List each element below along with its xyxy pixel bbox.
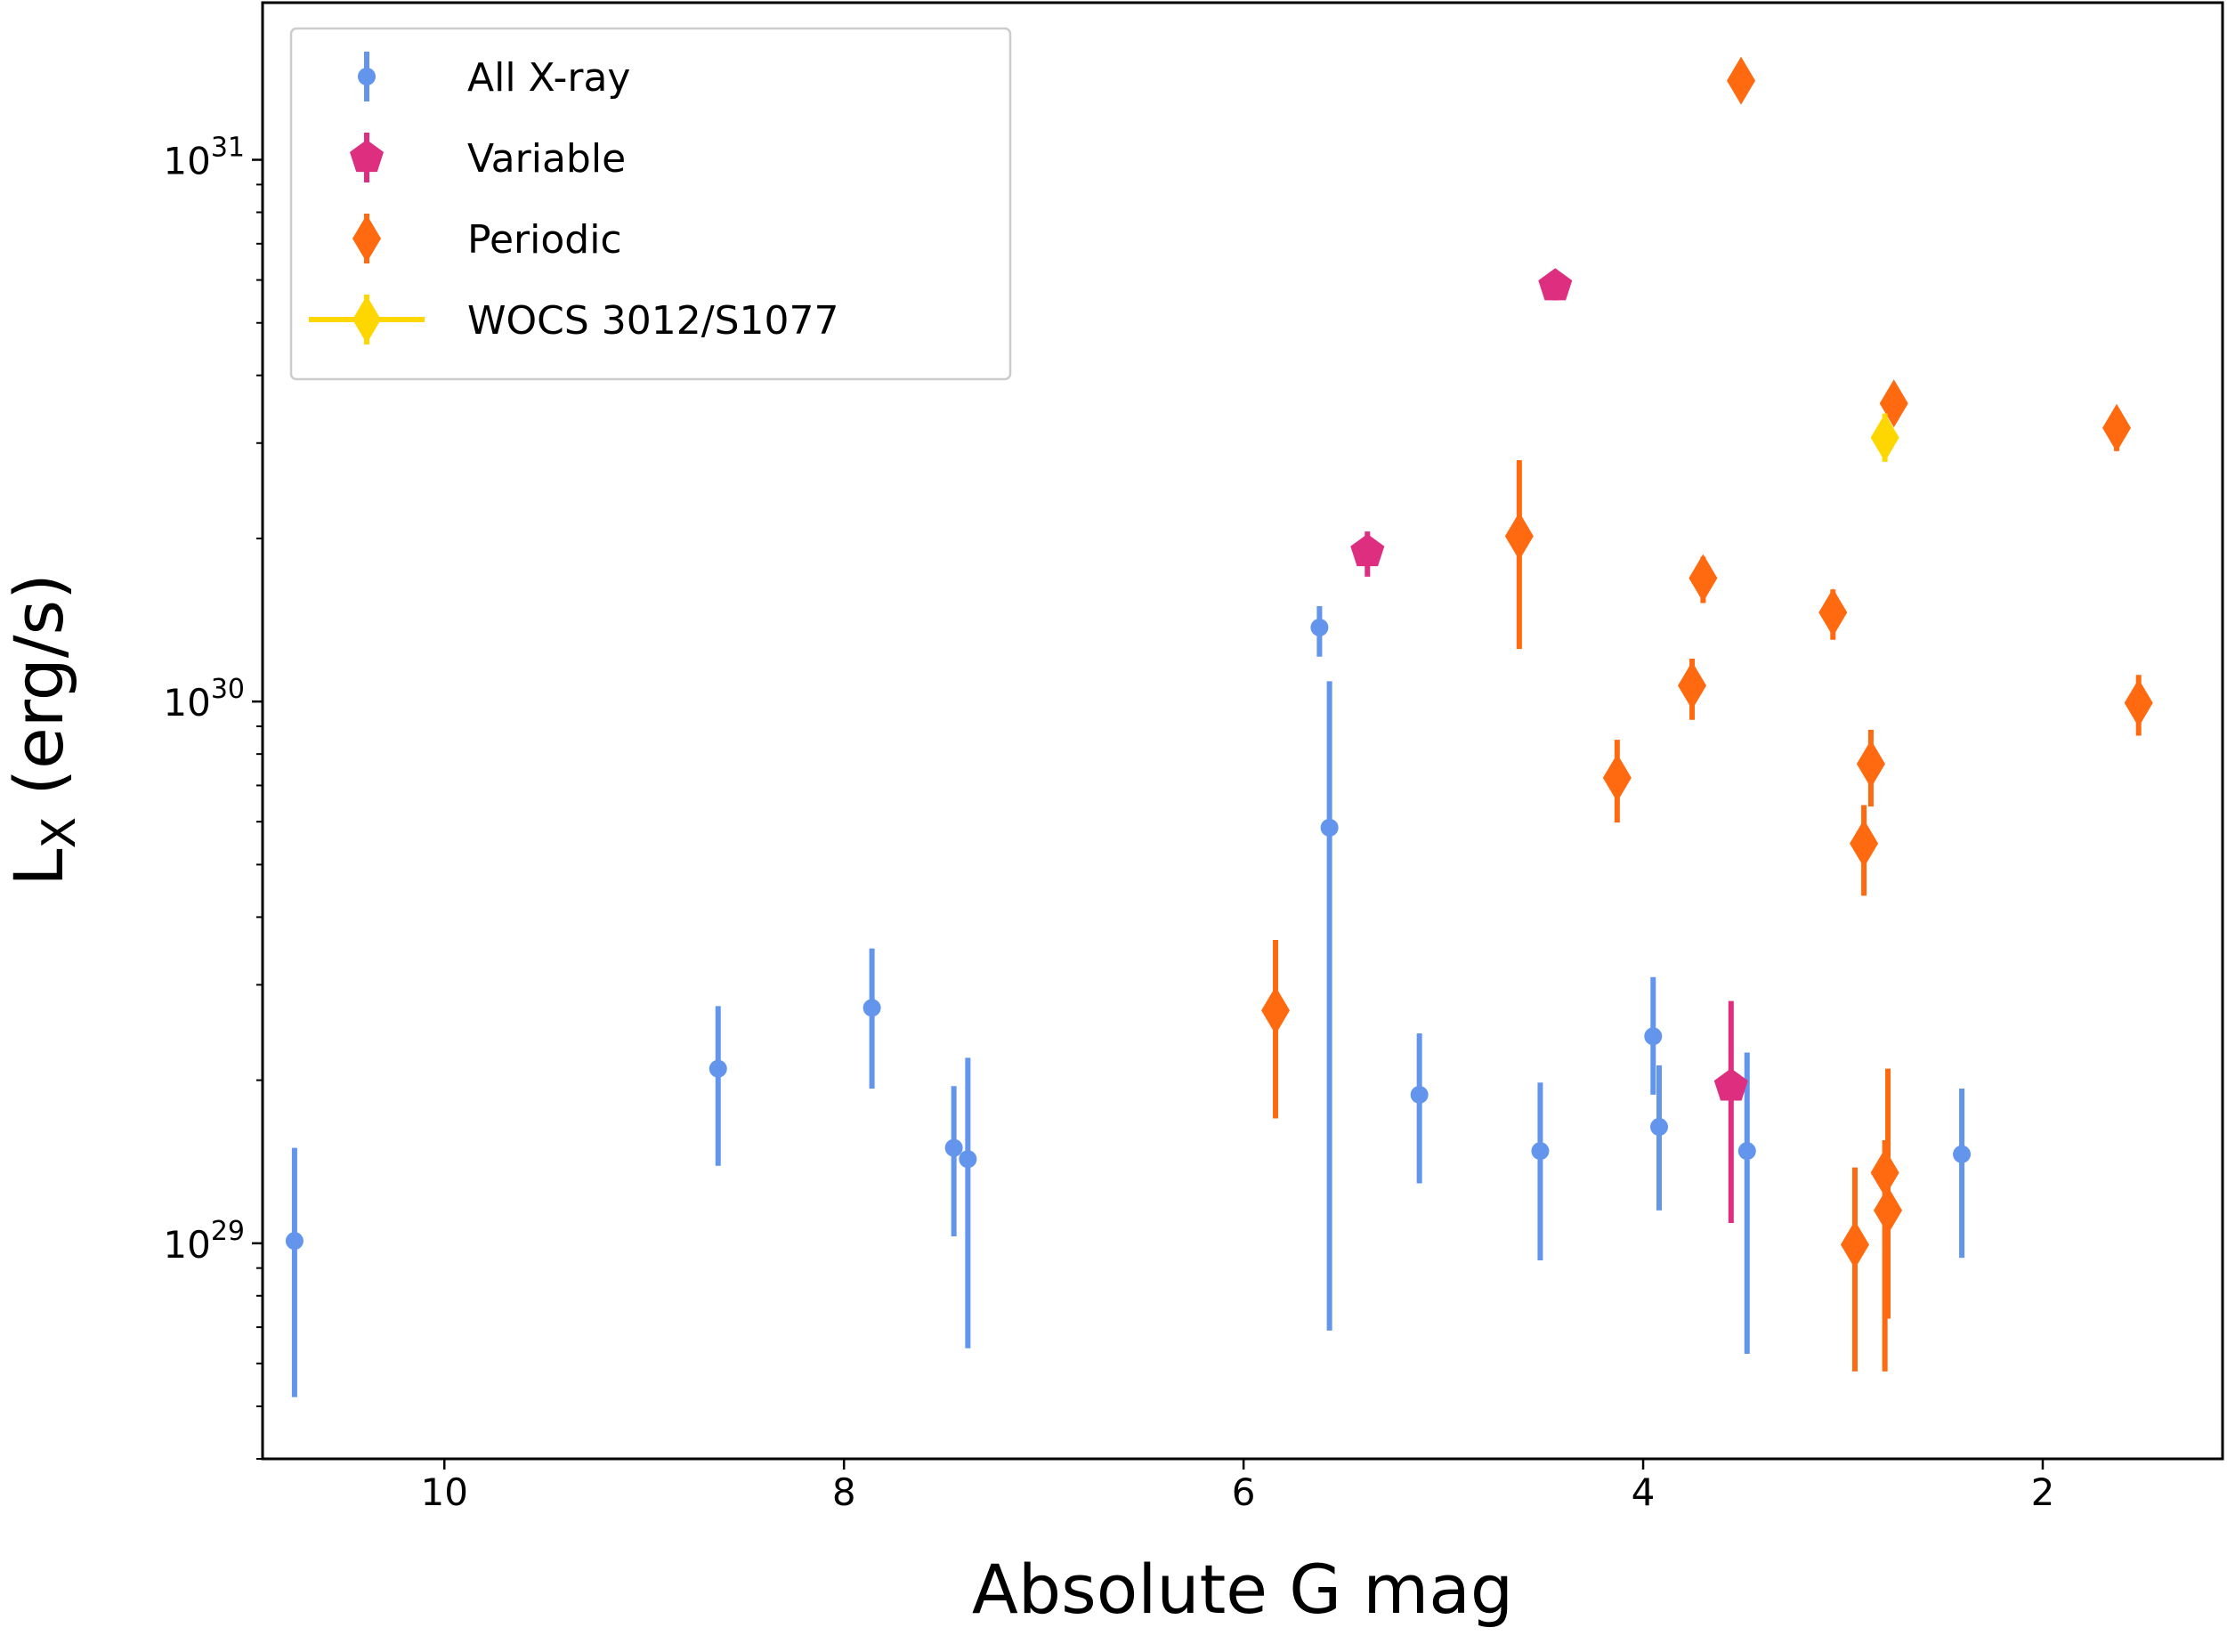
legend-marker: [358, 68, 376, 85]
point: [1856, 740, 1885, 789]
legend-marker: [352, 215, 381, 263]
x-tick-label: 2: [2031, 1470, 2055, 1514]
tick-base: 10: [163, 140, 210, 183]
tick-base: 10: [163, 681, 210, 725]
y-label-rest: (erg/s): [0, 573, 78, 817]
legend-label: All X-ray: [467, 55, 630, 101]
point: [1840, 1220, 1869, 1269]
legend-marker: [349, 140, 385, 173]
y-tick-label: 1030: [163, 674, 245, 725]
point: [1531, 1142, 1550, 1161]
legend-label: WOCS 3012/S1077: [467, 298, 838, 344]
point: [1953, 1145, 1972, 1163]
point: [1870, 413, 1899, 462]
y-label-main: L: [0, 848, 78, 886]
legend-box: [289, 27, 1012, 381]
point: [1320, 818, 1339, 837]
point: [944, 1138, 963, 1157]
y-axis-label: LX (erg/s): [0, 573, 86, 887]
tick-exponent: 31: [211, 133, 245, 164]
point: [1850, 819, 1879, 868]
point: [1727, 56, 1756, 105]
legend-marker: [352, 296, 381, 344]
point: [1410, 1085, 1429, 1104]
point: [1644, 1027, 1663, 1046]
tick-exponent: 29: [211, 1216, 245, 1247]
tick-base: 10: [163, 1223, 210, 1267]
point: [1350, 533, 1385, 567]
point: [1688, 554, 1718, 603]
point: [1874, 1186, 1903, 1235]
x-tick-label: 4: [1632, 1470, 1656, 1514]
point: [1870, 1148, 1899, 1197]
plot-frame: [261, 1, 2224, 1461]
point: [1650, 1118, 1669, 1137]
y-tick-label: 1029: [163, 1216, 245, 1267]
x-tick-label: 8: [832, 1470, 856, 1514]
point: [1737, 1142, 1756, 1161]
y-tick-label: 1031: [163, 133, 245, 183]
point: [2102, 403, 2132, 452]
point: [1713, 1068, 1748, 1101]
legend-label: Variable: [467, 136, 626, 182]
point: [1504, 512, 1534, 561]
point: [2124, 678, 2153, 727]
point: [959, 1150, 977, 1169]
x-tick-label: 6: [1232, 1470, 1256, 1514]
point: [862, 999, 881, 1017]
point: [709, 1059, 727, 1078]
y-label-sub: X: [33, 817, 86, 849]
point: [1538, 268, 1573, 301]
point: [1602, 753, 1632, 802]
point: [1310, 618, 1329, 636]
x-tick-label: 10: [421, 1470, 468, 1514]
point: [1678, 661, 1707, 710]
tick-exponent: 30: [211, 674, 245, 705]
point: [1818, 588, 1848, 637]
x-axis-label: Absolute G mag: [972, 1550, 1513, 1629]
point: [1261, 986, 1291, 1035]
legend-label: Periodic: [467, 217, 622, 263]
point: [285, 1232, 304, 1251]
